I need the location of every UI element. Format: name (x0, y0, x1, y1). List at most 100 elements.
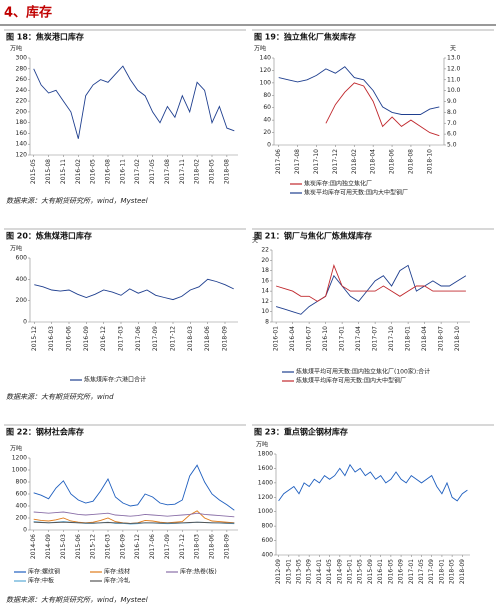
source-note: 数据来源：大有期货研究所，wind (6, 393, 114, 401)
y-tick-label: 1000 (258, 508, 273, 515)
x-tick-label: 2015-01 (347, 559, 354, 584)
x-tick-label: 2016-12 (100, 326, 107, 351)
x-tick-label: 2015-03 (60, 534, 67, 559)
x-tick-label: 2016-06 (66, 326, 73, 351)
legend-label: 炼焦煤平均库存可用天数:国内大中型钢厂 (296, 377, 406, 385)
y-tick-label: 20 (263, 129, 271, 136)
y2-tick-label: 7.0 (447, 120, 457, 127)
x-tick-label: 2017-04 (355, 326, 362, 351)
y2-tick-label: 13.0 (447, 55, 461, 62)
x-tick-label: 2016-09 (83, 326, 90, 351)
chart-title: 图 20：炼焦煤港口库存 (6, 231, 92, 241)
x-tick-label: 2017-06 (149, 534, 156, 559)
source-note: 数据来源：大有期货研究所，wind，Mysteel (6, 596, 148, 604)
chart-title: 图 18：焦炭港口库存 (6, 32, 84, 42)
y-tick-label: 1600 (258, 465, 273, 472)
y-tick-label: 1200 (12, 455, 27, 462)
x-tick-label: 2018-01 (405, 326, 412, 351)
y-tick-label: 200 (16, 515, 28, 522)
legend-label: 库存:螺纹钢 (28, 568, 60, 576)
x-tick-label: 2015-12 (90, 534, 97, 559)
y-tick-label: 8 (265, 319, 269, 326)
y-tick-label: 200 (16, 297, 28, 304)
x-tick-label: 2014-05 (326, 559, 333, 584)
x-tick-label: 2016-02 (75, 159, 82, 184)
x-tick-label: 2016-07 (306, 326, 313, 351)
x-tick-label: 2017-12 (332, 149, 339, 174)
y2-tick-label: 5.0 (447, 142, 457, 149)
y2-tick-label: 12.0 (447, 65, 461, 72)
x-tick-label: 2016-01 (273, 326, 280, 351)
x-tick-label: 2013-05 (295, 559, 302, 584)
y2-tick-label: 11.0 (447, 76, 461, 83)
x-tick-label: 2018-09 (222, 326, 229, 351)
y-tick-label: 800 (16, 479, 28, 486)
x-tick-label: 2016-04 (289, 326, 296, 351)
y-tick-label: 1000 (12, 467, 27, 474)
chart-title: 图 19：独立焦化厂焦炭库存 (254, 32, 356, 42)
y-tick-label: 10 (261, 308, 269, 315)
x-tick-label: 2016-12 (134, 534, 141, 559)
x-tick-label: 2015-06 (75, 534, 82, 559)
y-tick-label: 180 (16, 119, 28, 126)
x-tick-label: 2012-09 (275, 559, 282, 584)
y-tick-label: 22 (261, 247, 269, 254)
x-tick-label: 2017-09 (152, 326, 159, 351)
x-tick-label: 2017-06 (135, 326, 142, 351)
y-tick-label: 600 (16, 255, 28, 262)
x-tick-label: 2018-05 (449, 559, 456, 584)
x-tick-label: 2018-10 (426, 149, 433, 174)
x-tick-label: 2018-06 (204, 326, 211, 351)
y-tick-label: 200 (16, 108, 28, 115)
x-tick-label: 2016-05 (90, 159, 97, 184)
x-tick-label: 2017-12 (179, 534, 186, 559)
x-tick-label: 2018-08 (223, 159, 230, 184)
x-tick-label: 2018-06 (389, 149, 396, 174)
x-tick-label: 2017-08 (294, 149, 301, 174)
x-tick-label: 2018-09 (459, 559, 466, 584)
series-line (33, 521, 235, 524)
source-note: 数据来源：大有期货研究所，wind，Mysteel (6, 197, 148, 205)
x-tick-label: 2016-09 (119, 534, 126, 559)
legend-label: 焦炭库存:国内独立焦化厂 (304, 180, 372, 188)
series-line (275, 263, 466, 302)
y-tick-label: 120 (16, 152, 28, 159)
x-tick-label: 2014-06 (30, 534, 37, 559)
y-tick-label: 1400 (258, 479, 273, 486)
x-tick-label: 2018-03 (187, 326, 194, 351)
legend-label: 库存:热卷(板) (180, 568, 217, 576)
y-tick-label: 1800 (258, 451, 273, 458)
x-tick-label: 2017-11 (179, 159, 186, 184)
unit-label: 万吨 (10, 45, 22, 53)
x-tick-label: 2014-01 (316, 559, 323, 584)
x-tick-label: 2017-05 (149, 159, 156, 184)
x-tick-label: 2017-07 (372, 326, 379, 351)
x-tick-label: 2017-08 (164, 159, 171, 184)
y-tick-label: 300 (16, 55, 28, 62)
x-tick-label: 2016-08 (105, 159, 112, 184)
legend-label: 库存:中板 (28, 577, 54, 585)
series-line (33, 511, 235, 518)
y-tick-label: 0 (267, 142, 271, 149)
y-tick-label: 140 (16, 141, 28, 148)
unit-label: 万吨 (254, 45, 266, 53)
x-tick-label: 2018-04 (421, 326, 428, 351)
y-tick-label: 14 (261, 288, 269, 295)
y-tick-label: 40 (263, 117, 271, 124)
series-line (275, 264, 467, 315)
x-tick-label: 2018-07 (438, 326, 445, 351)
x-tick-label: 2018-04 (370, 149, 377, 174)
legend-label: 库存:线材 (104, 568, 130, 576)
section-title: 4、库存 (4, 5, 52, 21)
y-tick-label: 600 (262, 537, 274, 544)
x-tick-label: 2015-05 (357, 559, 364, 584)
y2-tick-label: 10.0 (447, 87, 461, 94)
y-tick-label: 400 (16, 503, 28, 510)
x-tick-label: 2015-05 (30, 159, 37, 184)
y-tick-label: 0 (23, 319, 27, 326)
x-tick-label: 2016-03 (105, 534, 112, 559)
x-tick-label: 2017-05 (418, 559, 425, 584)
x-tick-label: 2015-08 (45, 159, 52, 184)
x-tick-label: 2016-11 (119, 159, 126, 184)
